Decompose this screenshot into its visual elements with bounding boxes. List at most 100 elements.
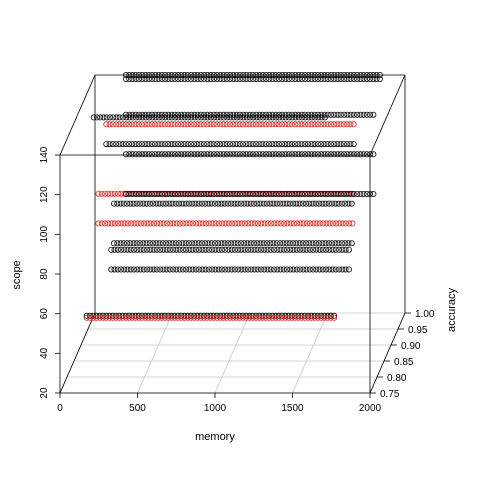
data-point [231,246,238,253]
data-point [324,72,331,79]
x-tick-label: 0 [57,403,63,414]
data-point [344,121,351,128]
data-point [201,76,208,83]
data-point [223,190,230,197]
data-point [194,312,201,319]
data-point [345,266,352,273]
data-point [321,121,328,128]
data-point [98,190,105,197]
data-point [345,246,352,253]
data-point [181,190,188,197]
data-point [214,76,221,83]
data-point [170,220,177,227]
data-point [354,190,361,197]
data-point [243,151,250,158]
data-point [324,151,331,158]
data-point [267,246,274,253]
data-point [321,190,328,197]
data-point [215,246,222,253]
data-point [270,246,277,253]
data-point [139,111,146,118]
scope-tick-label: 60 [39,308,50,320]
data-point [209,246,216,253]
data-point [202,200,209,207]
data-point [337,111,344,118]
data-point [347,121,354,128]
data-point [184,111,191,118]
data-point [191,76,198,83]
data-point [168,314,175,321]
data-point [161,121,168,128]
data-point [360,111,367,118]
data-point [155,151,162,158]
data-point [299,200,306,207]
data-point [137,200,144,207]
data-point [280,266,287,273]
data-point [251,220,258,227]
data-point [305,151,312,158]
data-point [102,190,109,197]
data-point [191,312,198,319]
data-point [294,220,301,227]
data-point [275,151,282,158]
data-point [326,266,333,273]
data-point [171,190,178,197]
data-point [137,220,144,227]
data-point [363,111,370,118]
data-point [337,141,344,148]
data-point [178,141,185,148]
data-point [223,111,230,118]
data-point [166,246,173,253]
data-point [299,240,306,247]
data-point [224,240,231,247]
data-point [295,72,302,79]
floor-grid-line-memory [137,312,173,394]
data-point [142,190,149,197]
data-point [360,190,367,197]
data-point [334,111,341,118]
data-point [108,220,115,227]
data-point [137,246,144,253]
data-point [148,76,155,83]
data-point [191,72,198,79]
data-point [275,121,282,128]
data-point [282,72,289,79]
data-point [328,72,335,79]
data-point [188,72,195,79]
data-point [90,314,97,321]
data-point [215,266,222,273]
data-point [182,200,189,207]
data-point [335,200,342,207]
data-point [173,246,180,253]
data-point [109,312,116,319]
data-point [212,220,219,227]
data-point [129,314,136,321]
data-point [279,111,286,118]
data-point [239,141,246,148]
data-point [239,312,246,319]
data-point [100,314,107,321]
data-point [249,111,256,118]
data-point [150,220,157,227]
data-point [124,240,131,247]
data-point [370,72,377,79]
scope-tick-label: 40 [39,347,50,359]
data-point [145,314,152,321]
scope-tick-label: 140 [39,146,50,163]
data-point [357,190,364,197]
data-point [273,200,280,207]
data-point [179,200,186,207]
data-point [208,200,215,207]
data-point [267,200,274,207]
data-point [342,266,349,273]
data-point [241,246,248,253]
data-point [248,220,255,227]
data-point [173,266,180,273]
data-point [178,72,185,79]
data-point [117,240,124,247]
data-point [206,220,213,227]
data-point [220,190,227,197]
data-point [227,151,234,158]
data-point [196,266,203,273]
data-point [277,266,284,273]
